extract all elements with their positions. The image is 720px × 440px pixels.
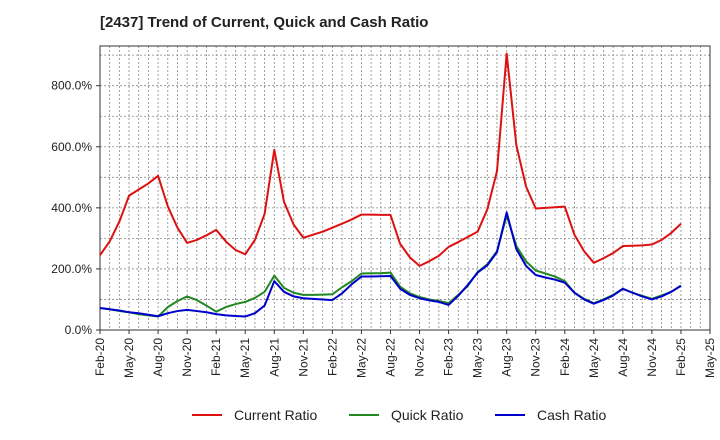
y-tick-label: 400.0% [51,201,92,215]
x-tick-label: Nov-21 [296,338,310,377]
gridlines [100,46,710,330]
x-tick-label: Aug-24 [616,338,630,377]
x-tick-label: Nov-20 [180,338,194,377]
x-axis-ticks: Feb-20 May-20 Aug-20 Nov-20 Feb-21 May-21 Aug-… [93,330,717,378]
x-tick-label: Feb-21 [209,338,223,376]
x-tick-label: Aug-23 [500,338,514,377]
legend-label-cash-ratio: Cash Ratio [537,407,607,423]
legend-label-quick-ratio: Quick Ratio [391,407,464,423]
y-tick-label: 800.0% [51,79,92,93]
y-tick-label: 0.0% [65,323,93,337]
x-tick-label: Feb-20 [93,338,107,376]
x-tick-label: Aug-22 [383,338,397,377]
x-tick-label: Nov-22 [413,338,427,377]
x-tick-label: Nov-23 [529,338,543,377]
x-tick-label: Feb-23 [442,338,456,376]
legend-swatch-cash-ratio [495,414,525,416]
x-tick-label: May-22 [354,338,368,378]
x-tick-label: May-23 [471,338,485,378]
plot-area-frame [99,45,711,331]
x-tick-label: Feb-25 [674,338,688,376]
legend-item-quick-ratio: Quick Ratio [349,404,463,426]
x-tick-label: Aug-21 [267,338,281,377]
y-tick-label: 200.0% [51,262,92,276]
series-line-current-ratio [99,52,682,267]
chart-title: [2437] Trend of Current, Quick and Cash … [100,14,429,31]
x-tick-label: May-21 [238,338,252,378]
y-tick-label: 600.0% [51,140,92,154]
series-line-cash-ratio [99,211,682,318]
x-tick-label: May-25 [703,338,717,378]
x-tick-label: May-20 [122,338,136,378]
x-tick-label: Aug-20 [151,338,165,377]
legend-item-cash-ratio: Cash Ratio [495,404,606,426]
x-tick-label: Feb-22 [325,338,339,376]
legend-item-current-ratio: Current Ratio [192,404,317,426]
series-lines [99,52,682,318]
legend: Current Ratio Quick Ratio Cash Ratio [0,404,720,426]
legend-swatch-quick-ratio [349,414,379,416]
legend-label-current-ratio: Current Ratio [234,407,318,423]
x-tick-label: Feb-24 [558,338,572,376]
x-tick-label: May-24 [587,338,601,378]
y-axis-ticks: 0.0% 200.0% 400.0% 600.0% 800.0% [51,79,100,337]
x-tick-label: Nov-24 [645,338,659,377]
legend-swatch-current-ratio [192,414,222,416]
